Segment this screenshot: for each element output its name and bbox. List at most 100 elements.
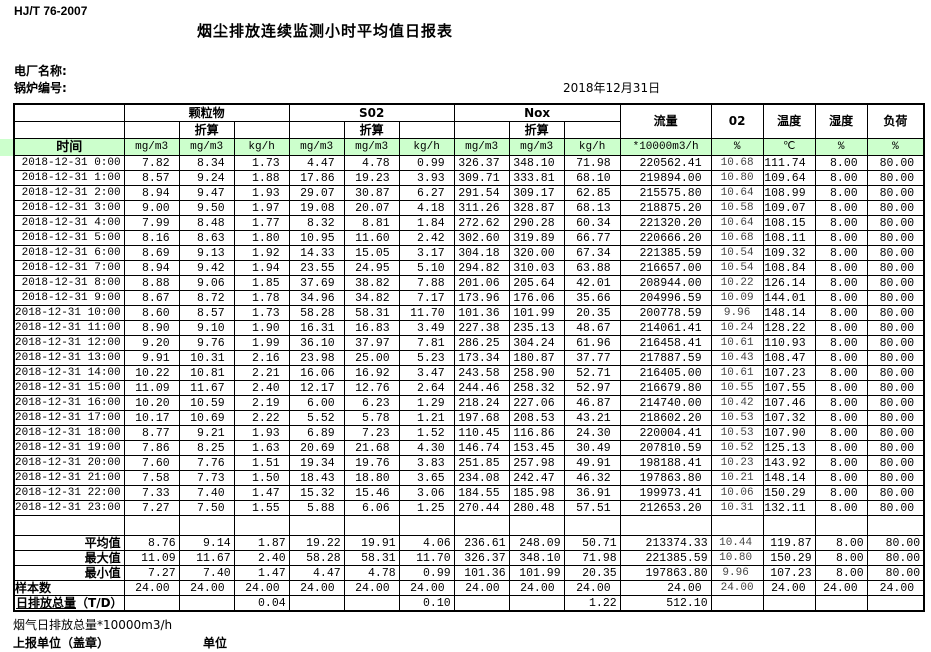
green-margin-strip [0,139,15,156]
table-cell: 125.13 [762,440,816,456]
table-cell: 8.00 [814,185,868,201]
table-cell: 1.93 [233,425,290,441]
table-cell: 220004.41 [619,425,712,441]
table-cell: 58.31 [343,550,400,566]
table-cell: 309.71 [453,170,510,186]
table-cell: 6.89 [288,425,345,441]
table-cell: 101.99 [508,565,565,581]
report-unit-label: 上报单位（盖章） [13,636,110,650]
table-cell: 8.00 [814,170,868,186]
time-cell: 2018-12-31 7:00 [13,260,125,276]
table-cell: 119.87 [762,535,816,551]
table-cell: 9.21 [178,425,235,441]
standard-code: HJ/T 76-2007 [14,4,88,18]
table-cell: 11.09 [123,380,180,396]
table-cell: 10.43 [710,350,764,366]
table-cell: 319.89 [508,230,565,246]
table-cell: 24.00 [398,580,455,596]
table-cell: 251.85 [453,455,510,471]
table-cell: 291.54 [453,185,510,201]
table-cell: 5.52 [288,410,345,426]
table-cell: 23.55 [288,260,345,276]
table-cell: 3.93 [398,170,455,186]
table-cell: 20.07 [343,200,400,216]
table-cell: 10.22 [123,365,180,381]
unit-header: mg/m3 [508,138,565,156]
table-cell: 16.83 [343,320,400,336]
table-cell: 38.82 [343,275,400,291]
table-row: 2018-12-31 23:00 7.27 7.50 1.55 5.88 6.06 1.25… [13,500,925,516]
table-cell: 8.00 [814,500,868,516]
table-cell: 3.47 [398,365,455,381]
summary-label: 最大值 [13,550,125,566]
table-cell: 197.68 [453,410,510,426]
table-cell: 8.25 [178,440,235,456]
page-title: 烟尘排放连续监测小时平均值日报表 [196,22,453,40]
table-cell: 10.61 [710,365,764,381]
table-cell: 37.77 [563,350,621,366]
table-cell: 37.69 [288,275,345,291]
table-cell: 208944.00 [619,275,712,291]
table-cell: 7.17 [398,290,455,306]
table-cell: 1.88 [233,170,290,186]
table-cell: 2.22 [233,410,290,426]
table-cell: 180.87 [508,350,565,366]
time-cell: 2018-12-31 13:00 [13,350,125,366]
table-cell: 258.32 [508,380,565,396]
unit-header: mg/m3 [123,138,180,156]
time-cell: 2018-12-31 6:00 [13,245,125,261]
time-cell: 2018-12-31 5:00 [13,230,125,246]
table-cell: 52.71 [563,365,621,381]
table-cell: 24.00 [508,580,565,596]
table-cell: 348.10 [508,550,565,566]
table-cell: 243.58 [453,365,510,381]
table-cell: 1.52 [398,425,455,441]
time-header: 时间 [13,138,125,156]
table-cell: 24.00 [343,580,400,596]
table-cell: 8.00 [814,320,868,336]
header-row-groups: 颗粒物 S02 Nox 流量 02 温度 湿度 负荷 [13,103,925,139]
table-cell: 220562.41 [619,155,712,171]
table-cell: 108.99 [762,185,816,201]
table-cell: 150.29 [762,485,816,501]
summary-row: 最大值 11.09 11.67 2.40 58.28 58.31 11.70 326.37 34… [13,550,925,566]
table-cell: 294.82 [453,260,510,276]
table-cell [762,595,816,612]
table-cell: 8.00 [814,535,868,551]
table-cell: 2.40 [233,380,290,396]
table-cell [866,595,925,612]
table-cell: 29.07 [288,185,345,201]
table-cell: 111.74 [762,155,816,171]
table-cell: 8.00 [814,485,868,501]
daily-total-label: 日排放总量（T/D） [13,595,125,612]
table-cell: 8.00 [814,470,868,486]
table-cell: 218875.20 [619,200,712,216]
table-cell: 107.23 [762,565,816,581]
table-cell: 214740.00 [619,395,712,411]
unit-header: mg/m3 [343,138,400,156]
table-cell: 23.98 [288,350,345,366]
table-cell: 286.25 [453,335,510,351]
table-cell: 150.29 [762,550,816,566]
table-cell: 8.90 [123,320,180,336]
table-cell: 216679.80 [619,380,712,396]
table-cell: 63.88 [563,260,621,276]
table-cell: 1.47 [233,485,290,501]
table-cell: 9.91 [123,350,180,366]
table-cell: 1.47 [233,565,290,581]
table-cell: 213374.33 [619,535,712,551]
table-cell: 1.25 [398,500,455,516]
table-cell: 144.01 [762,290,816,306]
table-cell: 20.35 [563,305,621,321]
table-cell: 217887.59 [619,350,712,366]
table-cell: 7.23 [343,425,400,441]
table-cell: 146.74 [453,440,510,456]
table-cell: 215575.80 [619,185,712,201]
group-header: 颗粒物 [123,103,290,122]
summary-label: 最小值 [13,565,125,581]
table-cell: 1.73 [233,305,290,321]
table-cell: 80.00 [866,395,925,411]
table-cell: 7.50 [178,500,235,516]
table-cell: 110.45 [453,425,510,441]
table-cell: 10.58 [710,200,764,216]
